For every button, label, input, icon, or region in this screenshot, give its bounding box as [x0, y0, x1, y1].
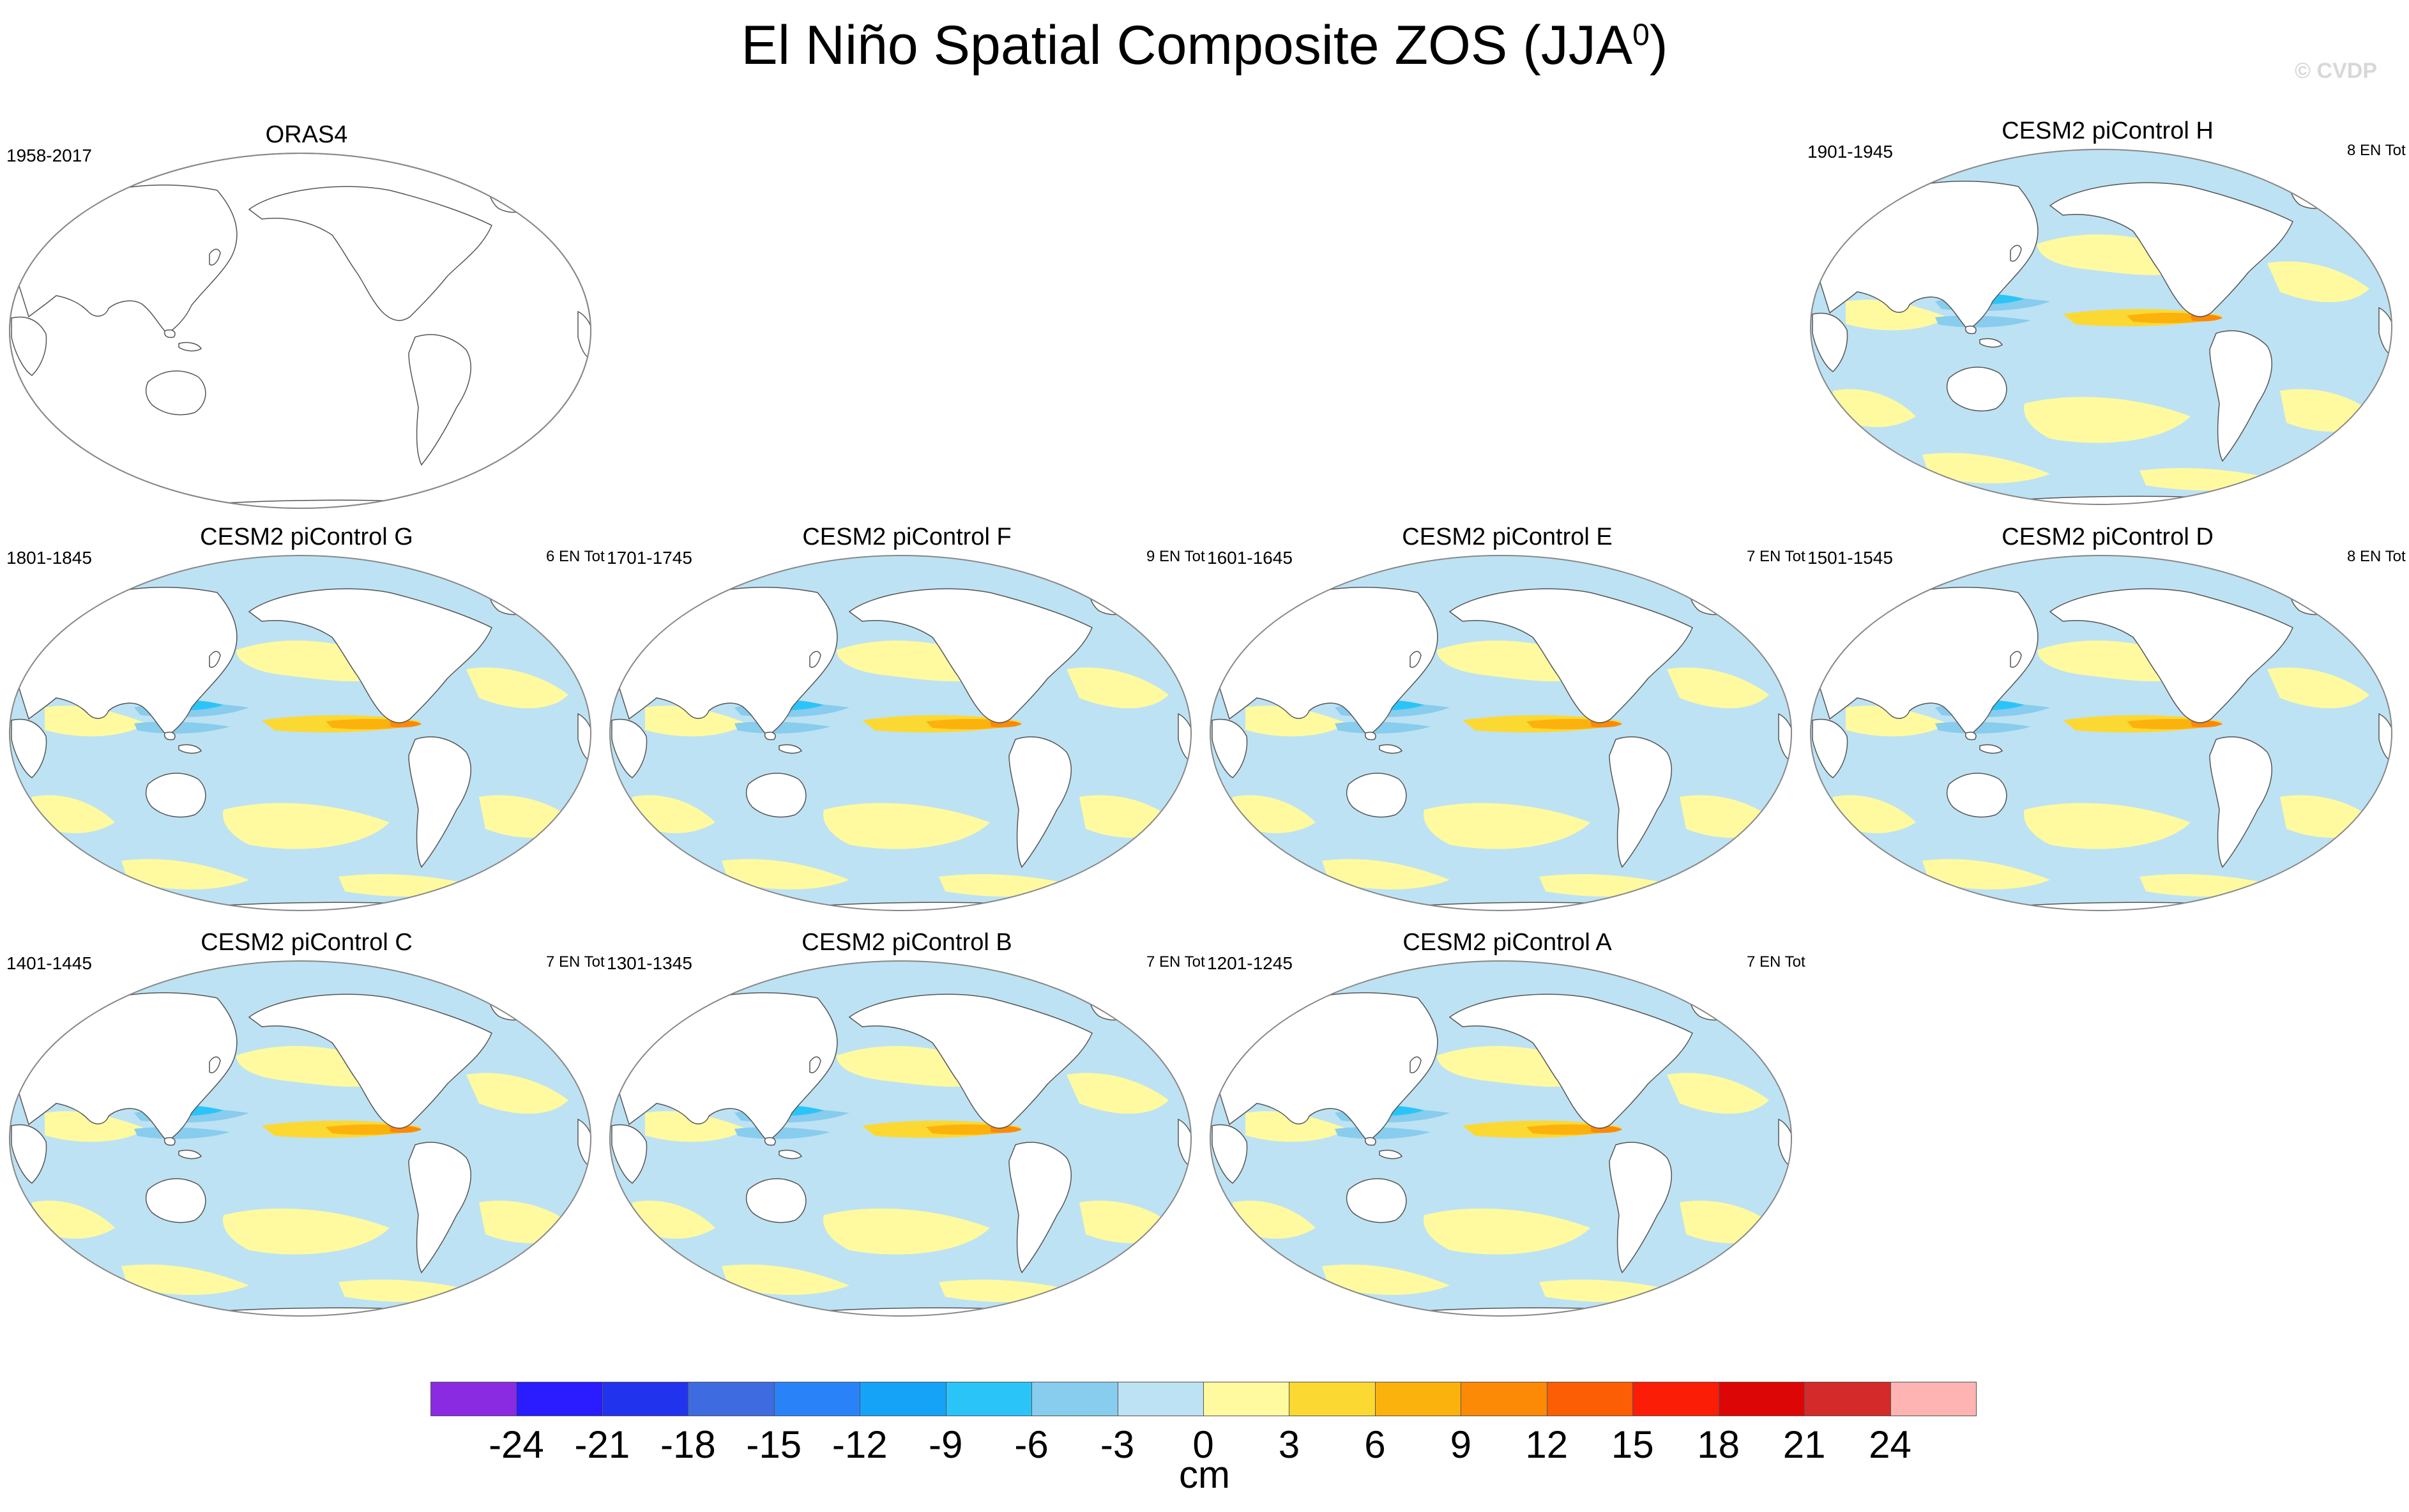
colorbar-tick-label: 0 [1192, 1423, 1214, 1466]
world-map [1210, 555, 1792, 911]
colorbar-tick-label: 24 [1869, 1423, 1911, 1466]
panel-title: CESM2 piControl E [1402, 524, 1613, 550]
title-superscript: 0 [1632, 18, 1650, 52]
map-panel-g: CESM2 piControl G 1801-1845 6 EN Tot [6, 524, 607, 911]
colorbar-tick-label: -9 [928, 1423, 963, 1466]
panel-years: 1301-1345 [607, 953, 692, 973]
colorbar-tick-label: -18 [660, 1423, 716, 1466]
world-map [1810, 555, 2392, 911]
world-map [609, 960, 1192, 1317]
colorbar-box [602, 1382, 689, 1416]
map-panel-e: CESM2 piControl E 1601-1645 7 EN Tot [1207, 524, 1807, 911]
colorbar [430, 1382, 1977, 1418]
colorbar-box [430, 1382, 517, 1416]
panel-title: CESM2 piControl D [2002, 524, 2214, 550]
colorbar-tick-label: 9 [1450, 1423, 1472, 1466]
map-panel-b: CESM2 piControl B 1301-1345 7 EN Tot [607, 929, 1207, 1317]
map-panel-f: CESM2 piControl F 1701-1745 9 EN Tot [607, 524, 1207, 911]
colorbar-box [1461, 1382, 1547, 1416]
colorbar-box [1031, 1382, 1118, 1416]
world-map [9, 555, 591, 911]
colorbar-box [1117, 1382, 1204, 1416]
panel-years: 1601-1645 [1207, 548, 1293, 568]
map-panel-a: CESM2 piControl A 1201-1245 7 EN Tot [1207, 929, 1807, 1317]
panel-years: 1701-1745 [607, 548, 692, 568]
colorbar-box [1718, 1382, 1805, 1416]
panel-event-count: 7 EN Tot [1146, 953, 1205, 971]
title-text: El Niño Spatial Composite ZOS (JJA [741, 15, 1633, 76]
panel-years: 1901-1945 [1807, 142, 1893, 162]
figure-title: El Niño Spatial Composite ZOS (JJA0) [0, 14, 2409, 77]
map-panel-h: CESM2 piControl H 1901-1945 8 EN Tot [1807, 117, 2408, 505]
panel-title: CESM2 piControl G [200, 524, 413, 550]
panel-event-count: 7 EN Tot [546, 953, 605, 971]
map-panel-d: CESM2 piControl D 1501-1545 8 EN Tot [1807, 524, 2408, 911]
world-map [9, 960, 591, 1317]
title-close: ) [1649, 15, 1668, 76]
panel-years: 1501-1545 [1807, 548, 1893, 568]
colorbar-tick-label: 3 [1278, 1423, 1300, 1466]
panel-event-count: 6 EN Tot [546, 548, 605, 565]
panel-event-count: 9 EN Tot [1146, 548, 1205, 565]
colorbar-box [1546, 1382, 1634, 1416]
colorbar-box [688, 1382, 775, 1416]
colorbar-box [945, 1382, 1033, 1416]
panel-years: 1401-1445 [6, 953, 92, 973]
colorbar-tick-label: -3 [1100, 1423, 1135, 1466]
colorbar-tick-label: -15 [746, 1423, 802, 1466]
panel-title: CESM2 piControl C [201, 929, 413, 956]
colorbar-box [1804, 1382, 1891, 1416]
colorbar-box [1203, 1382, 1290, 1416]
panel-years: 1201-1245 [1207, 953, 1293, 973]
map-panel-oras4: ORAS4 1958-2017 [6, 121, 607, 509]
colorbar-tick-label: 15 [1611, 1423, 1654, 1466]
colorbar-box [1374, 1382, 1462, 1416]
panel-years: 1958-2017 [6, 146, 92, 165]
colorbar-tick-label: -24 [489, 1423, 544, 1466]
panel-title: CESM2 piControl F [802, 524, 1012, 550]
panel-years: 1801-1845 [6, 548, 92, 568]
world-map [9, 153, 591, 509]
panel-event-count: 7 EN Tot [1747, 548, 1805, 565]
panel-event-count: 7 EN Tot [1747, 953, 1805, 971]
colorbar-box [1890, 1382, 1977, 1416]
colorbar-tick-label: 6 [1364, 1423, 1386, 1466]
world-map [1210, 960, 1792, 1317]
panel-title: CESM2 piControl H [2002, 117, 2214, 144]
colorbar-box [860, 1382, 946, 1416]
colorbar-tick-label: 18 [1697, 1423, 1740, 1466]
colorbar-box [516, 1382, 603, 1416]
panel-title: ORAS4 [265, 121, 348, 148]
colorbar-tick-label: 12 [1525, 1423, 1569, 1466]
colorbar-tick-label: -21 [574, 1423, 630, 1466]
panel-event-count: 8 EN Tot [2347, 142, 2406, 159]
colorbar-tick-label: -12 [832, 1423, 888, 1466]
colorbar-box [1289, 1382, 1376, 1416]
colorbar-tick-label: -6 [1014, 1423, 1049, 1466]
colorbar-box [1632, 1382, 1719, 1416]
panel-event-count: 8 EN Tot [2347, 548, 2406, 565]
colorbar-unit: cm [1179, 1453, 1230, 1496]
panel-title: CESM2 piControl B [802, 929, 1012, 956]
world-map [609, 555, 1192, 911]
map-panel-c: CESM2 piControl C 1401-1445 7 EN Tot [6, 929, 607, 1317]
copyright-watermark: © CVDP [2295, 59, 2377, 83]
colorbar-tick-label: 21 [1782, 1423, 1826, 1466]
panel-title: CESM2 piControl A [1402, 929, 1612, 956]
colorbar-box [773, 1382, 861, 1416]
world-map [1810, 149, 2392, 505]
